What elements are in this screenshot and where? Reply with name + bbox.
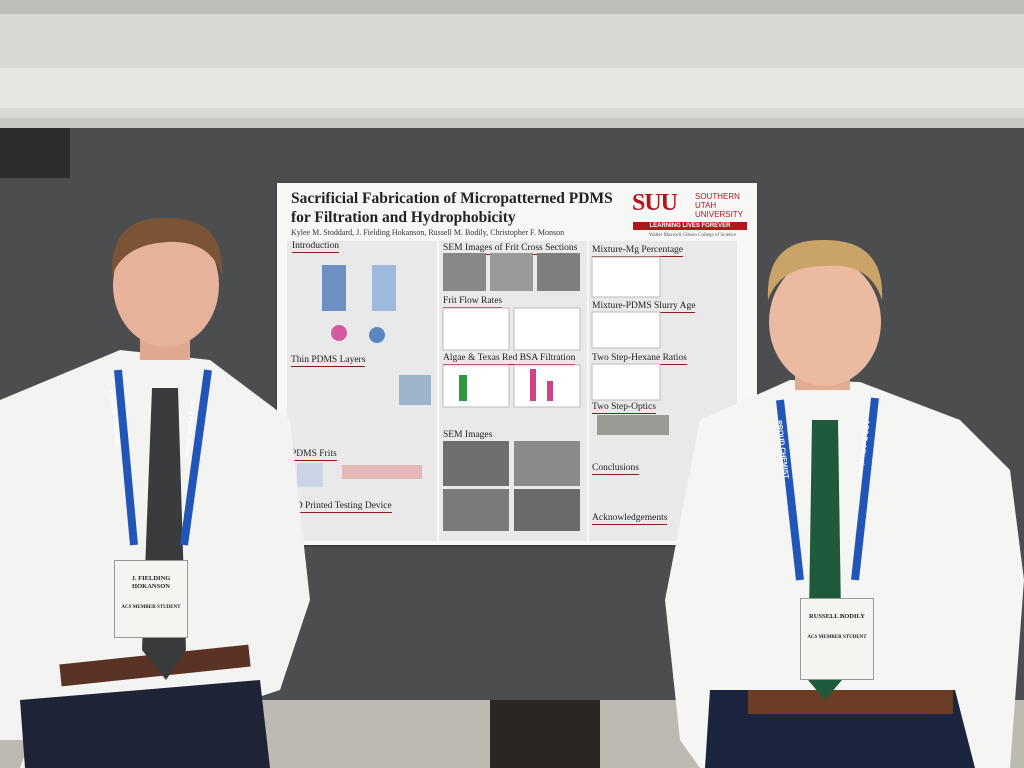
sem-image <box>514 441 580 486</box>
sem-image <box>514 489 580 531</box>
sem-image <box>537 253 580 291</box>
name-badge: RUSSELL BODILY ACS MEMBER STUDENT <box>800 598 874 680</box>
figure-bar <box>530 369 536 401</box>
wall <box>0 68 1024 108</box>
logo-tagline: LEARNING LIVES FOREVER <box>633 222 747 230</box>
ceiling <box>0 0 1024 130</box>
logo-name: SOUTHERN <box>695 192 740 201</box>
plot <box>513 307 581 351</box>
badge-name: J. FIELDING HOKANSON <box>131 575 171 590</box>
plot <box>591 363 661 401</box>
logo-mark: SUU <box>632 190 678 216</box>
figure <box>342 465 422 479</box>
figure <box>297 463 323 487</box>
section-heading: PDMS Frits <box>291 449 337 461</box>
figure <box>331 325 347 341</box>
section-heading: Conclusions <box>592 463 639 475</box>
figure-bar <box>547 381 553 401</box>
plot <box>591 256 661 298</box>
section-heading: Two Step-Optics <box>592 402 656 414</box>
sem-image <box>443 253 486 291</box>
badge-name: RUSSELL BODILY <box>809 613 865 620</box>
poster: Sacrificial Fabrication of Micropatterne… <box>277 183 757 545</box>
logo-name: UTAH <box>695 201 717 210</box>
ceiling-edge <box>0 0 1024 14</box>
plot <box>442 307 510 351</box>
plot <box>442 364 510 408</box>
figure <box>369 327 385 343</box>
badge-member: ACS MEMBER STUDENT <box>807 635 867 640</box>
optics-image <box>597 415 669 435</box>
right-person <box>665 239 1024 768</box>
figure <box>399 375 431 405</box>
college-name: Walter Maxwell Gibson College of Science <box>649 233 736 238</box>
board-clip <box>0 128 70 178</box>
name-badge: J. FIELDING HOKANSON ACS MEMBER STUDENT <box>114 560 188 638</box>
badge-member: ACS MEMBER STUDENT <box>121 605 181 610</box>
section-heading: 3D Printed Testing Device <box>291 501 392 513</box>
figure <box>322 265 346 311</box>
poster-title: Sacrificial Fabrication of Micropatterne… <box>291 190 613 226</box>
section-heading: Acknowledgements <box>592 513 668 525</box>
poster-authors: Kylee M. Stoddard, J. Fielding Hokanson,… <box>291 228 565 237</box>
background-person <box>490 700 600 768</box>
plot <box>591 311 661 349</box>
left-person <box>0 217 310 768</box>
section-heading: Introduction <box>292 241 339 253</box>
figure-bar <box>459 375 467 401</box>
sem-image <box>443 441 509 486</box>
logo-name: UNIVERSITY <box>695 210 744 219</box>
sem-image <box>443 489 509 531</box>
figure <box>372 265 396 311</box>
sem-image <box>490 253 533 291</box>
poster-figures <box>297 253 669 531</box>
section-heading: Thin PDMS Layers <box>291 355 366 367</box>
